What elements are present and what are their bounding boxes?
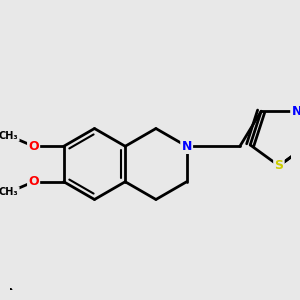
Text: S: S <box>274 159 284 172</box>
Text: N: N <box>182 140 192 153</box>
Text: O: O <box>28 175 39 188</box>
Text: CH₃: CH₃ <box>0 130 19 141</box>
Text: O: O <box>28 140 39 153</box>
Text: N: N <box>291 105 300 118</box>
Text: CH₃: CH₃ <box>0 188 19 197</box>
